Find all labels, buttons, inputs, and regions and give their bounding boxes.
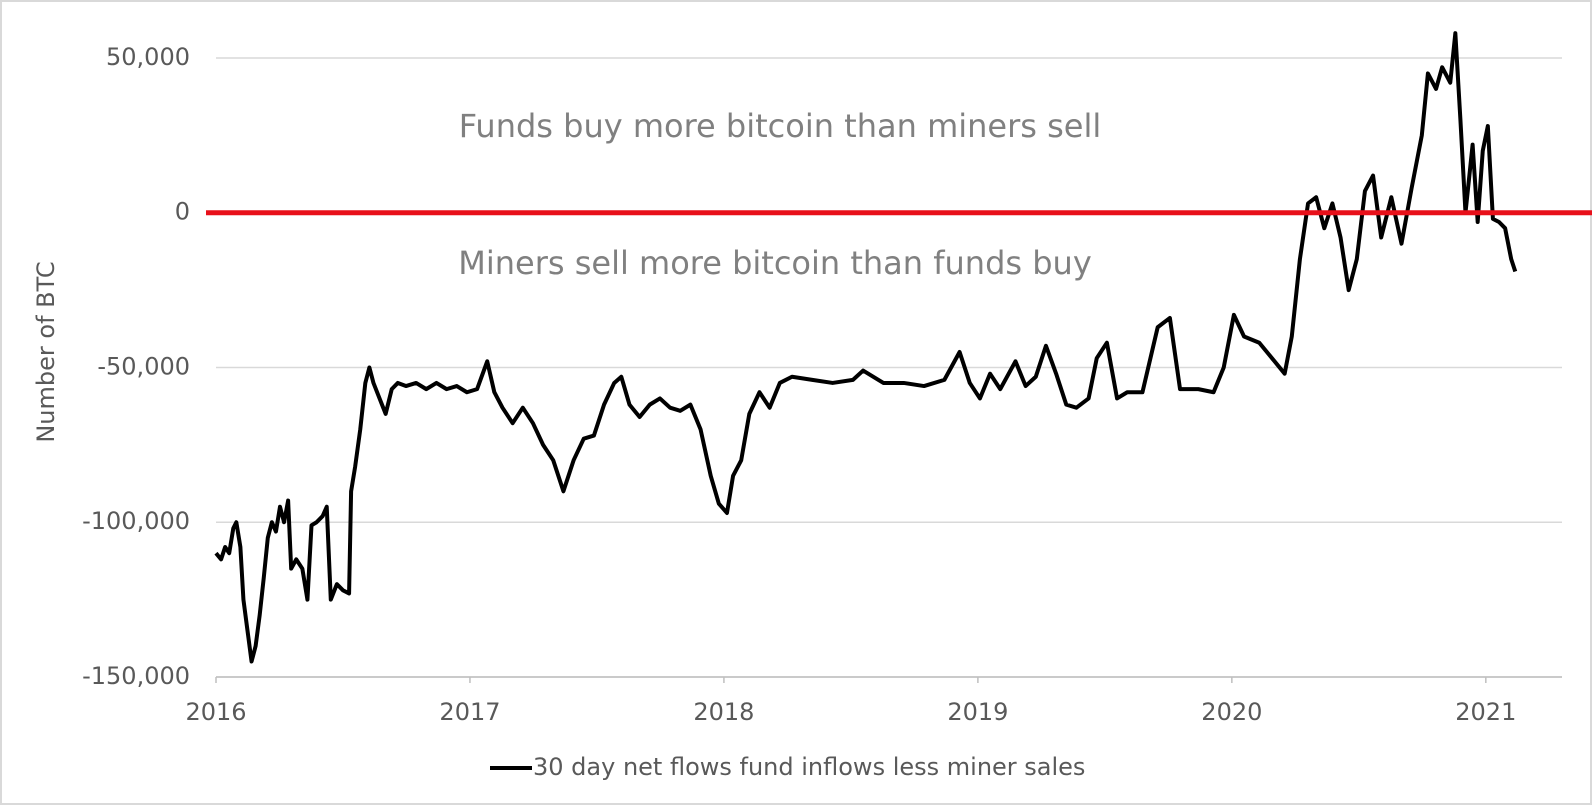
x-tick-label: 2021	[1455, 698, 1516, 726]
y-tick-label: 0	[175, 198, 190, 226]
x-tick-label: 2019	[947, 698, 1008, 726]
legend-label: 30 day net flows fund inflows less miner…	[533, 753, 1085, 781]
annotation: Funds buy more bitcoin than miners sell	[459, 107, 1101, 145]
x-tick-label: 2017	[439, 698, 500, 726]
x-tick-label: 2016	[185, 698, 246, 726]
data-line	[214, 31, 1518, 664]
y-axis-label: Number of BTC	[32, 261, 60, 442]
y-tick-label: -50,000	[97, 352, 190, 380]
x-tick-label: 2018	[693, 698, 754, 726]
y-tick-label: 50,000	[106, 43, 190, 71]
y-tick-label: -150,000	[82, 662, 190, 690]
y-tick-label: -100,000	[82, 507, 190, 535]
x-tick-label: 2020	[1201, 698, 1262, 726]
annotation: Miners sell more bitcoin than funds buy	[458, 244, 1092, 282]
